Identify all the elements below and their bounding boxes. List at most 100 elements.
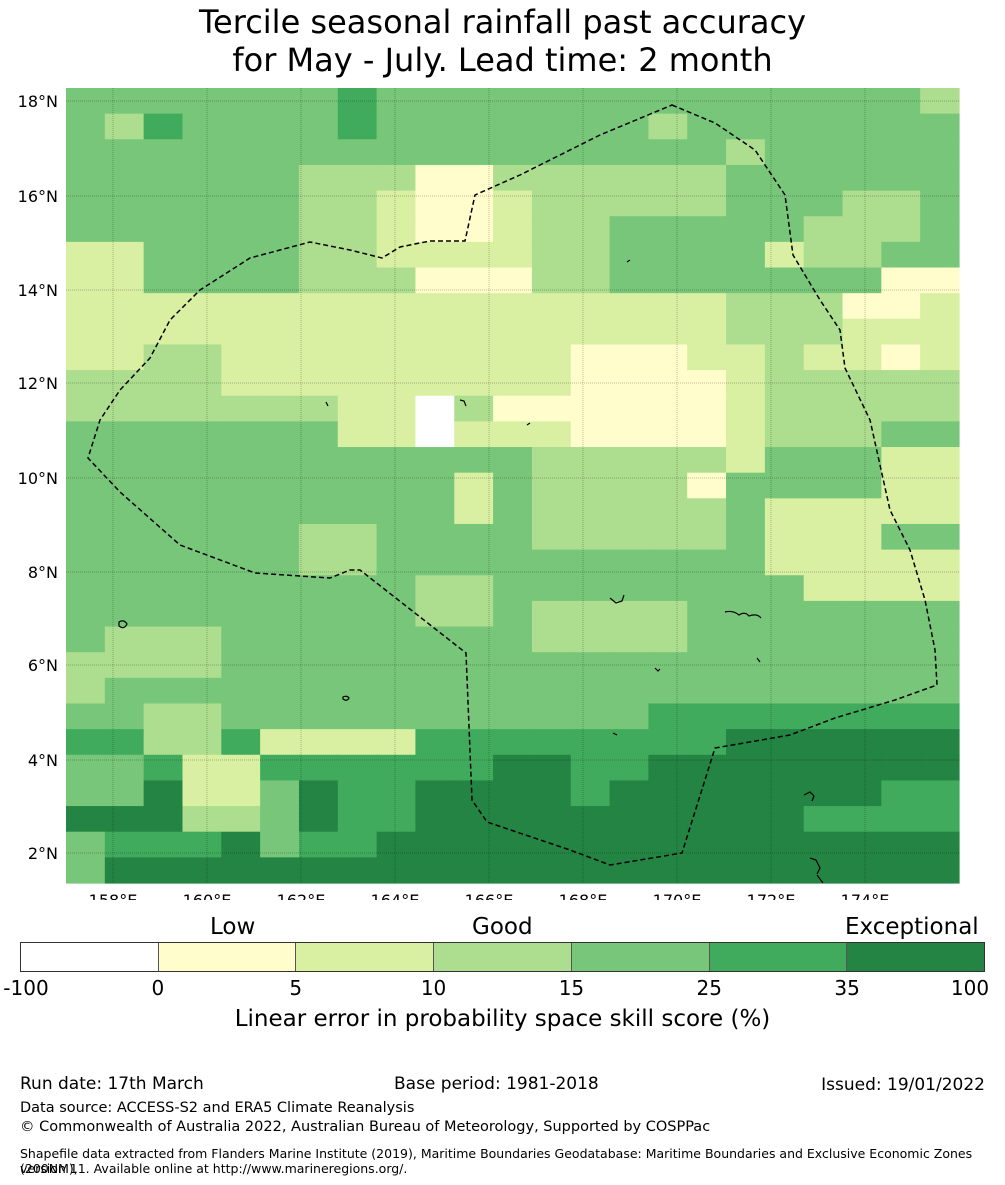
grid-cell xyxy=(454,831,494,858)
grid-cell xyxy=(337,652,378,679)
grid-cell xyxy=(842,857,882,884)
grid-cell xyxy=(687,139,727,166)
grid-cell xyxy=(687,190,727,217)
grid-cell xyxy=(415,652,455,679)
grid-cell xyxy=(726,164,766,192)
longitude-label: 164°E xyxy=(371,891,420,900)
grid-cell xyxy=(182,241,222,269)
grid-cell xyxy=(531,523,572,551)
grid-cell xyxy=(609,549,649,576)
colorbar-segment xyxy=(434,943,572,971)
grid-cell xyxy=(298,806,339,833)
grid-cell xyxy=(726,241,766,269)
grid-cell xyxy=(415,498,455,525)
grid-cell xyxy=(260,729,300,756)
colorbar-category-low: Low xyxy=(210,914,256,940)
grid-cell xyxy=(687,600,727,628)
grid-cell xyxy=(726,857,766,884)
grid-cell xyxy=(454,421,494,448)
grid-cell xyxy=(376,267,417,294)
grid-cell xyxy=(570,421,611,448)
grid-cell xyxy=(298,626,339,653)
island-outline xyxy=(526,422,531,426)
grid-cell xyxy=(881,395,921,422)
grid-cell xyxy=(143,857,184,884)
grid-cell xyxy=(376,113,417,140)
longitude-label: 162°E xyxy=(277,891,326,900)
grid-cell xyxy=(260,703,300,730)
grid-cell xyxy=(842,600,882,628)
grid-cell xyxy=(66,780,106,807)
grid-cell xyxy=(298,318,339,346)
grid-cell xyxy=(803,139,844,166)
grid-cell xyxy=(920,754,960,782)
grid-cell xyxy=(260,498,300,525)
shapefile-credit-line-1: Shapefile data extracted from Flanders M… xyxy=(20,1146,973,1176)
colorbar-segment xyxy=(571,943,710,971)
grid-cell xyxy=(803,370,844,397)
grid-cell xyxy=(143,806,184,833)
grid-cell xyxy=(376,190,417,217)
grid-cell xyxy=(66,267,106,294)
grid-cell xyxy=(881,139,921,166)
grid-cell xyxy=(143,498,184,525)
grid-cell xyxy=(803,216,844,243)
grid-cell xyxy=(920,216,960,243)
grid-cell xyxy=(881,293,921,320)
grid-cell xyxy=(648,626,688,653)
grid-cell xyxy=(337,498,378,525)
grid-cell xyxy=(881,626,921,653)
grid-cell xyxy=(376,344,417,371)
grid-cell xyxy=(182,857,222,884)
shapefile-credit-line-2: version 11. Available online at http://w… xyxy=(20,1161,408,1176)
grid-cell xyxy=(493,113,533,140)
grid-cell xyxy=(415,523,455,551)
grid-cell xyxy=(298,754,339,782)
grid-cell xyxy=(260,370,300,397)
grid-cell xyxy=(803,754,844,782)
grid-cell xyxy=(454,88,494,115)
grid-cell xyxy=(376,677,417,705)
grid-cell xyxy=(66,575,106,602)
grid-cell xyxy=(531,677,572,705)
grid-cell xyxy=(104,652,145,679)
grid-cell xyxy=(570,600,611,628)
longitude-label: 166°E xyxy=(465,891,514,900)
grid-cell xyxy=(920,267,960,294)
grid-cell xyxy=(415,447,455,474)
grid-cell xyxy=(842,652,882,679)
grid-cell xyxy=(687,806,727,833)
grid-cell xyxy=(221,370,261,397)
grid-cell xyxy=(648,318,688,346)
grid-cell xyxy=(726,318,766,346)
grid-cell xyxy=(66,88,106,115)
grid-cell xyxy=(881,729,921,756)
grid-cell xyxy=(143,139,184,166)
grid-cell xyxy=(337,164,378,192)
grid-cell xyxy=(376,806,417,833)
grid-cell xyxy=(803,421,844,448)
grid-cell xyxy=(221,395,261,422)
eez-boundary xyxy=(87,104,938,866)
grid-cell xyxy=(104,216,145,243)
grid-cell xyxy=(726,88,766,115)
grid-cell xyxy=(415,600,455,628)
grid-cell xyxy=(764,344,805,371)
colorbar-category-exceptional: Exceptional xyxy=(845,914,979,940)
grid-cell xyxy=(803,831,844,858)
grid-cell xyxy=(182,498,222,525)
grid-cell xyxy=(570,498,611,525)
grid-cell xyxy=(221,754,261,782)
grid-cell xyxy=(570,780,611,807)
grid-cell xyxy=(726,703,766,730)
grid-cell xyxy=(803,395,844,422)
grid-cell xyxy=(260,626,300,653)
grid-cell xyxy=(66,498,106,525)
grid-cell xyxy=(764,88,805,115)
grid-cell xyxy=(298,857,339,884)
grid-cell xyxy=(415,344,455,371)
grid-cell xyxy=(764,267,805,294)
grid-cell xyxy=(842,395,882,422)
grid-cell xyxy=(803,626,844,653)
grid-cell xyxy=(337,626,378,653)
